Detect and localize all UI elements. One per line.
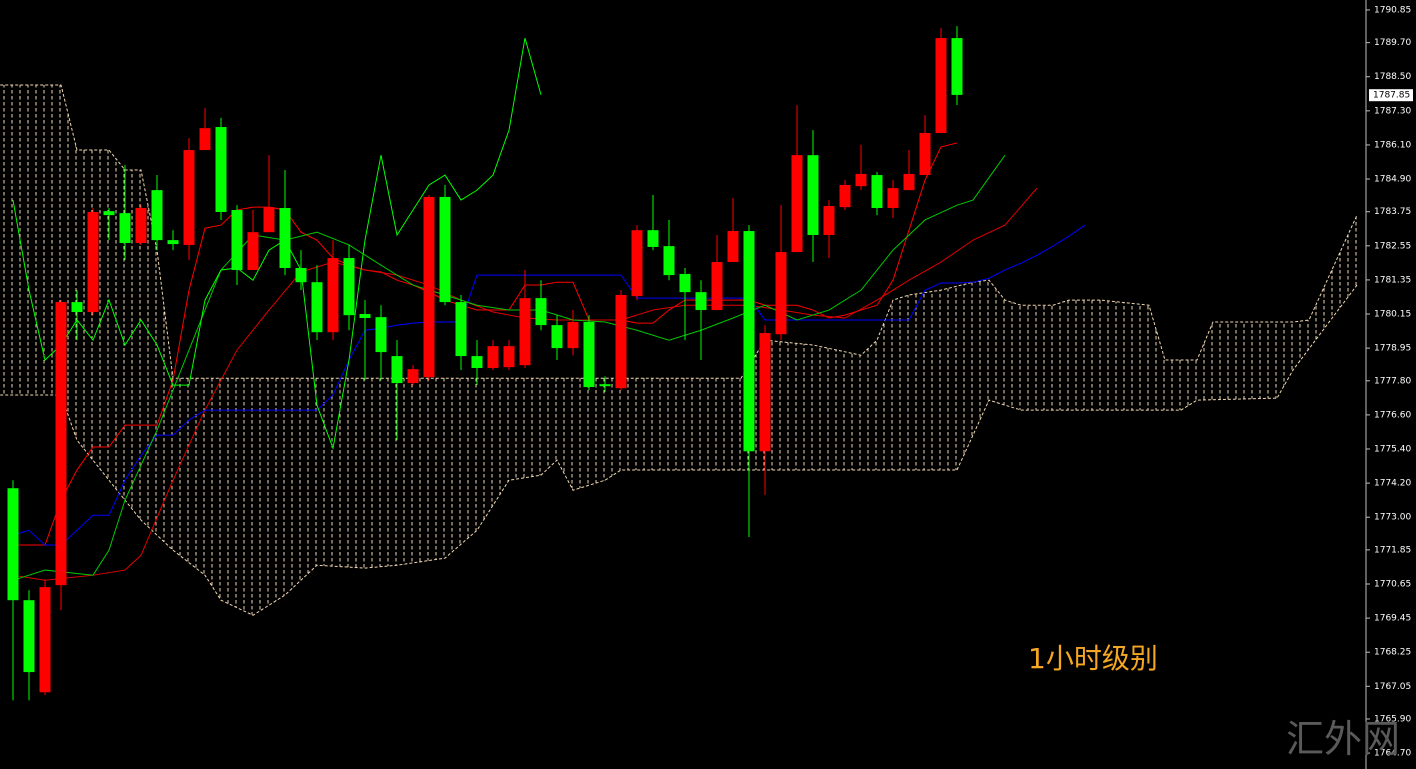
candle-body	[199, 128, 211, 151]
candle-body	[471, 356, 483, 369]
candle-body	[599, 384, 611, 387]
candle-body	[295, 267, 307, 283]
y-tick-label: 1770.65	[1374, 579, 1411, 589]
candle-body	[247, 232, 259, 270]
candle-body	[775, 252, 787, 335]
indicator-line	[12, 37, 542, 451]
candle-body	[839, 185, 851, 208]
candle-body	[679, 273, 691, 293]
candle-body	[887, 188, 899, 209]
y-tick-label: 1769.45	[1374, 614, 1411, 624]
candle-body	[487, 346, 499, 369]
candle-body	[935, 38, 947, 133]
y-tick-label: 1790.85	[1374, 5, 1411, 15]
axis-layer: 1790.85 1789.70 1788.50 1787.30 1786.10 1784.…	[1366, 5, 1413, 759]
candle-body	[855, 173, 867, 187]
candle-body	[87, 212, 99, 313]
candle-body	[7, 488, 19, 601]
y-tick-label: 1787.30	[1374, 106, 1411, 116]
candle-body	[103, 211, 115, 216]
candle-body	[311, 282, 323, 333]
y-tick-label: 1767.05	[1374, 682, 1411, 692]
y-tick-label: 1764.70	[1374, 749, 1411, 759]
candle-body	[423, 196, 435, 378]
candle-body	[519, 298, 531, 366]
y-tick-label: 1778.95	[1374, 344, 1411, 354]
candle-body	[375, 317, 387, 353]
candle-body	[903, 173, 915, 191]
candle-body	[215, 127, 227, 213]
candle-body	[23, 600, 35, 673]
candle-body	[359, 314, 371, 319]
y-tick-label: 1781.35	[1374, 275, 1411, 285]
candle-body	[567, 321, 579, 349]
candle-body	[151, 190, 163, 241]
candle-body	[455, 302, 467, 357]
cloud-line	[0, 284, 1358, 616]
y-tick-label: 1788.50	[1374, 72, 1411, 82]
candle-layer	[7, 26, 963, 701]
candle-body	[647, 230, 659, 247]
candle-body	[71, 302, 83, 313]
cloud-line	[0, 84, 1358, 379]
cloud-layer	[0, 84, 1358, 616]
candle-body	[951, 38, 963, 95]
y-tick-label: 1783.75	[1374, 207, 1411, 217]
y-tick-label: 1776.60	[1374, 410, 1411, 420]
candle-body	[759, 333, 771, 452]
candle-body	[55, 302, 67, 586]
candle-body	[279, 208, 291, 268]
annotation: 1小时级别	[1028, 642, 1158, 675]
cloud-fill	[0, 84, 1358, 616]
candle-body	[711, 262, 723, 311]
y-tick-label: 1765.90	[1374, 714, 1411, 724]
last-price-label: 1787.85	[1373, 91, 1410, 101]
candle-body	[535, 298, 547, 326]
candle-body	[439, 196, 451, 303]
candle-body	[391, 356, 403, 384]
candle-body	[615, 294, 627, 389]
candle-body	[631, 230, 643, 297]
y-tick-label: 1780.15	[1374, 310, 1411, 320]
y-tick-label: 1775.40	[1374, 445, 1411, 455]
candle-body	[135, 208, 147, 243]
candle-body	[551, 325, 563, 349]
candle-body	[807, 155, 819, 236]
candle-body	[663, 246, 675, 276]
candle-body	[791, 155, 803, 253]
candle-body	[119, 213, 131, 243]
candle-body	[503, 346, 515, 368]
candle-body	[39, 587, 51, 693]
candle-body	[167, 240, 179, 245]
candle-body	[183, 150, 195, 245]
candle-body	[727, 231, 739, 263]
y-tick-label: 1789.70	[1374, 38, 1411, 48]
y-tick-label: 1786.10	[1374, 140, 1411, 150]
candle-body	[871, 175, 883, 209]
candle-body	[231, 210, 243, 270]
indicator-line	[12, 154, 1006, 581]
y-tick-label: 1777.80	[1374, 376, 1411, 386]
watermark: 汇外网	[1286, 717, 1400, 761]
y-tick-label: 1782.55	[1374, 241, 1411, 251]
y-tick-label: 1771.85	[1374, 545, 1411, 555]
indicator-line	[12, 224, 1086, 546]
candle-body	[327, 258, 339, 333]
candle-body	[343, 258, 355, 316]
candle-body	[823, 206, 835, 236]
candle-body	[743, 231, 755, 452]
candle-body	[407, 369, 419, 384]
y-tick-label: 1784.90	[1374, 175, 1411, 185]
candle-body	[263, 207, 275, 233]
y-tick-label: 1774.20	[1374, 479, 1411, 489]
candle-body	[583, 321, 595, 388]
y-tick-label: 1773.00	[1374, 513, 1411, 523]
candle-body	[919, 132, 931, 176]
y-tick-label: 1768.25	[1374, 648, 1411, 658]
last-price-box	[1369, 89, 1413, 102]
candle-body	[695, 292, 707, 311]
indicator-line	[13, 142, 958, 546]
